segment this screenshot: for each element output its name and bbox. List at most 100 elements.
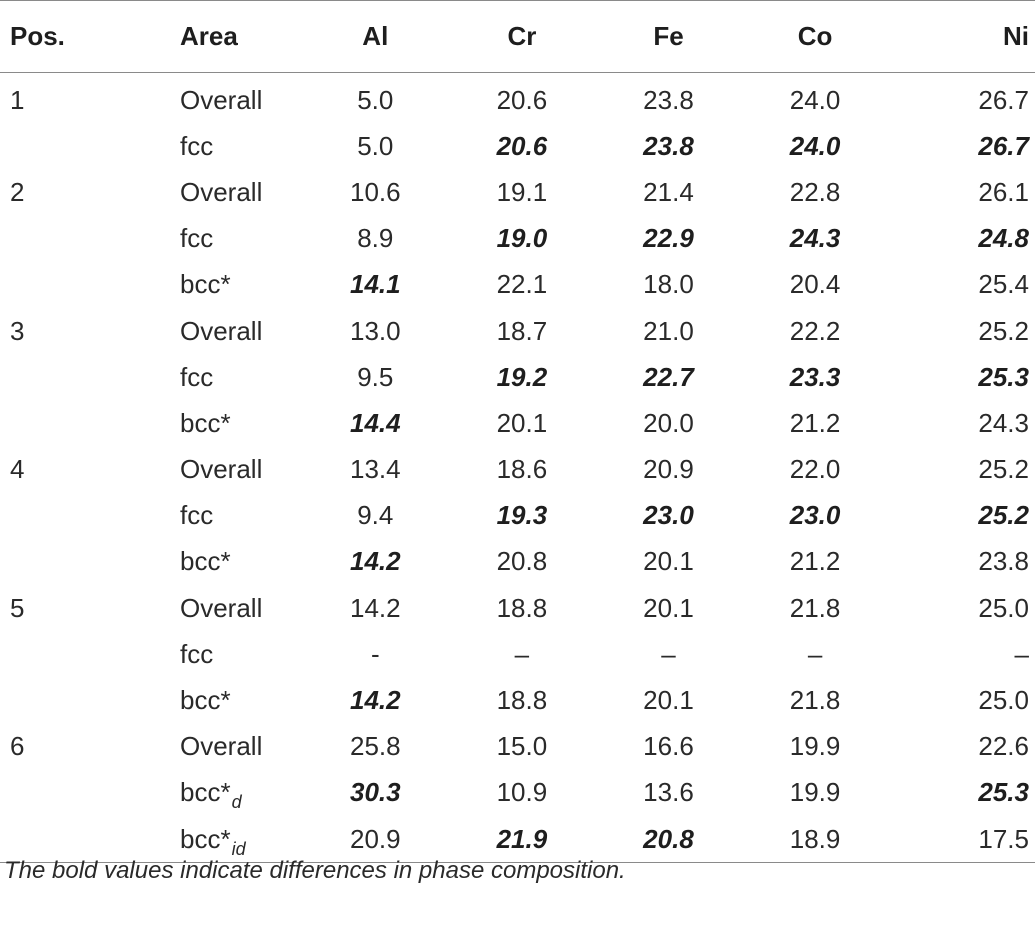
area-label: bcc* [180, 685, 231, 716]
cell-ni: – [1014, 638, 1029, 669]
cell-area: Overall [168, 585, 302, 631]
header-cr: Cr [507, 21, 537, 51]
cell-ni: 23.8 [978, 546, 1029, 577]
cell-pos: 2 [10, 176, 25, 207]
cell-al: 14.4 [349, 407, 401, 438]
area-label: bcc* [180, 823, 231, 854]
cell-pos [0, 677, 168, 723]
cell-al: 20.9 [349, 823, 401, 854]
cell-co: 21.2 [789, 407, 841, 438]
cell-fe: 20.9 [643, 454, 694, 485]
cell-fe: 22.7 [643, 361, 694, 392]
cell-al: - [370, 638, 380, 669]
cell-fe: 23.8 [643, 84, 694, 115]
area-label: fcc [180, 500, 214, 531]
cell-area: fcc [168, 631, 302, 677]
table-row: bcc* 14.1 22.1 18.0 20.4 25.4 [0, 262, 1035, 308]
cell-co: 24.3 [789, 223, 841, 254]
area-label: bcc* [180, 777, 231, 808]
header-area: Area [180, 21, 238, 51]
cell-area: fcc [168, 493, 302, 539]
cell-fe: – [661, 638, 676, 669]
cell-fe: 18.0 [643, 269, 694, 300]
cell-area: bcc*d [168, 770, 302, 816]
cell-co: 19.9 [789, 731, 841, 762]
cell-fe: 21.0 [643, 315, 694, 346]
cell-al: 13.4 [349, 454, 401, 485]
area-label: Overall [180, 454, 263, 485]
cell-al: 14.1 [349, 269, 401, 300]
cell-ni: 25.2 [978, 454, 1029, 485]
table-row: fcc 5.0 20.6 23.8 24.0 26.7 [0, 123, 1035, 169]
cell-area: bcc* [168, 677, 302, 723]
cell-ni: 24.8 [978, 223, 1029, 254]
cell-area: bcc*id [168, 816, 302, 863]
cell-cr: 22.1 [496, 269, 548, 300]
cell-co: 19.9 [789, 777, 841, 808]
table-row: 2 Overall 10.6 19.1 21.4 22.8 26.1 [0, 169, 1035, 215]
cell-area: Overall [168, 73, 302, 124]
cell-co: 23.3 [789, 361, 841, 392]
cell-area: Overall [168, 447, 302, 493]
cell-ni: 22.6 [978, 731, 1029, 762]
cell-al: 14.2 [349, 592, 401, 623]
cell-co: 21.2 [789, 546, 841, 577]
cell-al: 25.8 [349, 731, 401, 762]
cell-co: 23.0 [789, 500, 841, 531]
cell-pos [0, 539, 168, 585]
table-row: 3 Overall 13.0 18.7 21.0 22.2 25.2 [0, 308, 1035, 354]
cell-area: bcc* [168, 262, 302, 308]
table-row: fcc - – – – – [0, 631, 1035, 677]
cell-co: 22.8 [789, 176, 841, 207]
header-ni: Ni [1003, 21, 1029, 51]
cell-ni: 25.0 [978, 592, 1029, 623]
cell-ni: 17.5 [978, 823, 1029, 854]
header-co: Co [797, 21, 833, 51]
area-label: fcc [180, 361, 214, 392]
cell-fe: 20.8 [643, 823, 694, 854]
cell-fe: 20.1 [643, 685, 694, 716]
composition-table-container: Pos. Area Al Cr Fe Co Ni 1 Overall 5.0 20.6… [0, 0, 1035, 863]
cell-al: 8.9 [357, 223, 394, 254]
cell-area: bcc* [168, 400, 302, 446]
cell-co: 24.0 [789, 130, 841, 161]
cell-fe: 23.8 [643, 130, 694, 161]
table-row: bcc* 14.2 20.8 20.1 21.2 23.8 [0, 539, 1035, 585]
cell-pos [0, 631, 168, 677]
cell-area: Overall [168, 308, 302, 354]
area-label: fcc [180, 223, 214, 254]
cell-pos: 6 [10, 731, 25, 762]
cell-co: 18.9 [789, 823, 841, 854]
cell-co: – [807, 638, 823, 669]
area-label: Overall [180, 731, 263, 762]
header-fe: Fe [653, 21, 684, 51]
table-row: fcc 8.9 19.0 22.9 24.3 24.8 [0, 216, 1035, 262]
cell-fe: 22.9 [643, 223, 694, 254]
cell-cr: 18.8 [496, 685, 548, 716]
cell-fe: 21.4 [643, 176, 694, 207]
area-label: bcc* [180, 269, 231, 300]
cell-ni: 26.7 [978, 130, 1029, 161]
cell-cr: 19.3 [496, 500, 548, 531]
cell-pos: 1 [10, 84, 25, 115]
area-subscript: id [231, 838, 246, 859]
cell-pos [0, 123, 168, 169]
cell-ni: 26.7 [978, 84, 1029, 115]
cell-ni: 25.3 [978, 361, 1029, 392]
cell-cr: 15.0 [496, 731, 548, 762]
cell-fe: 13.6 [643, 777, 694, 808]
cell-al: 5.0 [357, 84, 394, 115]
cell-al: 9.5 [357, 361, 394, 392]
cell-cr: 18.8 [496, 592, 548, 623]
cell-co: 24.0 [789, 84, 841, 115]
cell-area: Overall [168, 724, 302, 770]
table-footnote: The bold values indicate differences in … [4, 857, 626, 884]
cell-ni: 25.3 [978, 777, 1029, 808]
cell-fe: 20.1 [643, 546, 694, 577]
cell-al: 30.3 [349, 777, 401, 808]
table-row: 5 Overall 14.2 18.8 20.1 21.8 25.0 [0, 585, 1035, 631]
cell-pos [0, 770, 168, 816]
cell-pos [0, 216, 168, 262]
area-label: Overall [180, 592, 263, 623]
cell-ni: 25.2 [978, 500, 1029, 531]
